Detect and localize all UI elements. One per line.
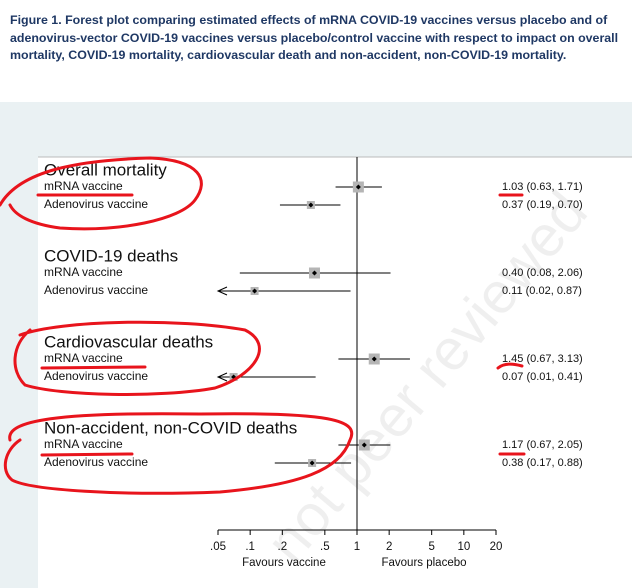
estimate-point — [371, 356, 377, 362]
row-label: Adenovirus vaccine — [44, 197, 148, 211]
annotation — [496, 362, 524, 370]
value-label: 0.38 (0.17, 0.88) — [502, 457, 583, 469]
x-tick-label: .5 — [320, 541, 330, 553]
annotation — [40, 452, 134, 457]
marks: .05 .1 .2 .5 1 2 5 10 20 Favours vaccine Favours p… — [44, 157, 583, 569]
estimate-point — [311, 270, 317, 276]
row-label: Adenovirus vaccine — [44, 369, 148, 383]
x-tick-label: 5 — [428, 541, 434, 553]
figure-caption: Figure 1. Forest plot comparing estimate… — [10, 13, 619, 62]
value-label: 0.40 (0.08, 2.06) — [502, 267, 583, 279]
x-tick-label: 20 — [490, 541, 503, 553]
row-label: mRNA vaccine — [44, 179, 123, 193]
value-label: 1.45 (0.67, 3.13) — [502, 353, 583, 365]
group-heading: Cardiovascular deaths — [44, 332, 213, 351]
annotation — [0, 156, 203, 231]
value-label: 0.11 (0.02, 0.87) — [502, 285, 582, 297]
group-heading: Overall mortality — [44, 160, 167, 179]
ci-arrow — [216, 286, 228, 296]
row-label: mRNA vaccine — [44, 437, 123, 451]
x-label-right: Favours placebo — [381, 557, 466, 569]
annotation — [3, 412, 354, 495]
x-tick-label: .2 — [278, 541, 288, 553]
annotation — [40, 365, 147, 370]
group-heading: Non-accident, non-COVID deaths — [44, 418, 297, 437]
x-tick-label: 10 — [457, 541, 470, 553]
estimate-point — [252, 288, 258, 294]
value-label: 1.03 (0.63, 1.71) — [502, 181, 583, 193]
row-label: Adenovirus vaccine — [44, 283, 148, 297]
annotation — [13, 320, 261, 396]
row-label: mRNA vaccine — [44, 265, 123, 279]
estimate-point — [308, 202, 314, 208]
group-heading: COVID-19 deaths — [44, 246, 178, 265]
x-tick-label: .1 — [245, 541, 255, 553]
x-tick-label: 2 — [386, 541, 392, 553]
row-label: Adenovirus vaccine — [44, 455, 148, 469]
estimate-point — [309, 460, 315, 466]
value-label: 1.17 (0.67, 2.05) — [502, 439, 583, 451]
row-label: mRNA vaccine — [44, 351, 123, 365]
plot-area — [38, 157, 632, 588]
ci-arrow — [216, 372, 228, 382]
value-label: 0.37 (0.19, 0.70) — [502, 199, 583, 211]
estimate-point — [361, 442, 367, 448]
x-tick-label: 1 — [354, 541, 360, 553]
estimate-point — [355, 184, 361, 190]
value-label: 0.07 (0.01, 0.41) — [502, 371, 583, 383]
x-tick-label: .05 — [210, 541, 226, 553]
x-label-left: Favours vaccine — [242, 557, 326, 569]
